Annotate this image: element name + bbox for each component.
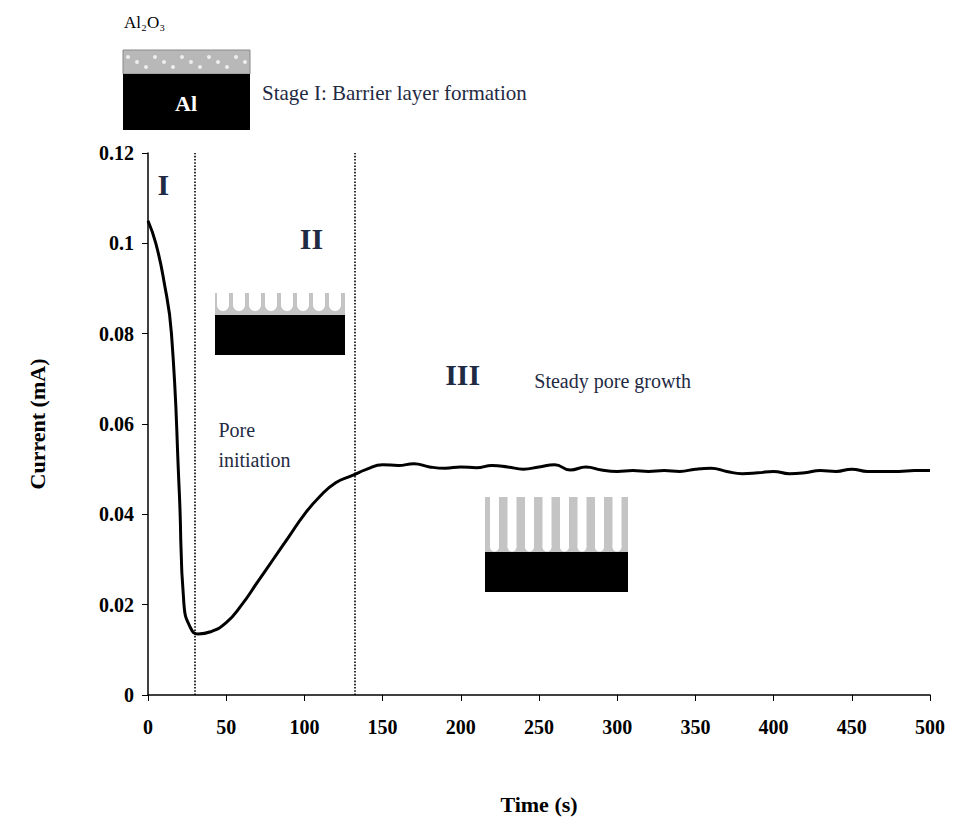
svg-text:Stage I: Barrier layer formati: Stage I: Barrier layer formation: [262, 81, 527, 105]
svg-text:0.06: 0.06: [99, 413, 134, 435]
svg-text:450: 450: [837, 716, 867, 738]
svg-text:100: 100: [289, 716, 319, 738]
svg-text:250: 250: [524, 716, 554, 738]
svg-text:Pore: Pore: [218, 419, 260, 441]
svg-text:0: 0: [143, 716, 153, 738]
svg-text:Time (s): Time (s): [500, 792, 577, 817]
svg-text:200: 200: [446, 716, 476, 738]
svg-text:Al₂O₃: Al₂O₃: [124, 13, 165, 32]
svg-text:Steady pore growth: Steady pore growth: [534, 370, 691, 393]
svg-text:300: 300: [602, 716, 632, 738]
svg-text:0: 0: [124, 684, 134, 706]
svg-text:0.12: 0.12: [99, 142, 134, 164]
svg-text:150: 150: [368, 716, 398, 738]
svg-text:I: I: [157, 168, 169, 201]
svg-text:II: II: [300, 222, 323, 255]
svg-text:350: 350: [680, 716, 710, 738]
svg-text:50: 50: [216, 716, 236, 738]
svg-text:Al: Al: [175, 91, 197, 116]
svg-text:Current (mA): Current (mA): [25, 359, 50, 490]
svg-text:0.1: 0.1: [109, 232, 134, 254]
svg-text:III: III: [445, 358, 480, 391]
svg-text:initiation: initiation: [218, 449, 290, 471]
svg-text:0.08: 0.08: [99, 323, 134, 345]
svg-text:400: 400: [759, 716, 789, 738]
svg-text:500: 500: [915, 716, 945, 738]
svg-text:0.04: 0.04: [99, 503, 134, 525]
svg-text:0.02: 0.02: [99, 594, 134, 616]
